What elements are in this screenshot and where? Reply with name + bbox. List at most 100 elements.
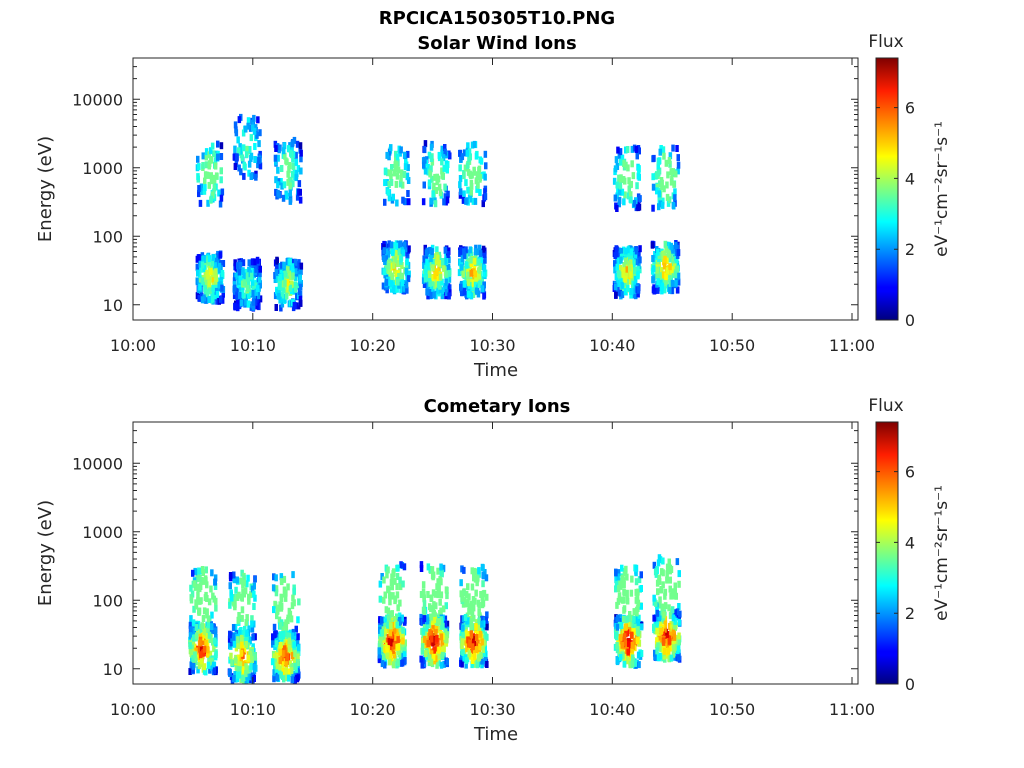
heatmap-cell bbox=[282, 261, 286, 269]
heatmap-cell bbox=[437, 183, 442, 191]
y-tick-label: 100 bbox=[92, 591, 123, 610]
heatmap-cell bbox=[399, 286, 403, 294]
heatmap-cell bbox=[659, 613, 664, 621]
heatmap-cell bbox=[619, 248, 624, 255]
heatmap-cell bbox=[662, 185, 666, 193]
heatmap-cell bbox=[244, 619, 248, 626]
heatmap-cell bbox=[484, 616, 488, 624]
heatmap-cell bbox=[291, 180, 295, 188]
heatmap-cell bbox=[402, 651, 407, 659]
heatmap-cell bbox=[192, 651, 197, 659]
heatmap-cell bbox=[279, 178, 283, 185]
heatmap-cell bbox=[482, 264, 487, 272]
heatmap-cell bbox=[399, 174, 403, 182]
heatmap-cell bbox=[295, 639, 300, 647]
heatmap-cell bbox=[427, 649, 431, 657]
heatmap-cell bbox=[478, 643, 482, 651]
heatmap-cell bbox=[483, 645, 487, 653]
heatmap-cell bbox=[614, 581, 619, 589]
heatmap-cell bbox=[219, 194, 224, 202]
heatmap-cell bbox=[421, 627, 426, 635]
heatmap-cell bbox=[232, 277, 237, 285]
heatmap-cell bbox=[282, 286, 286, 294]
heatmap-cell bbox=[294, 151, 298, 159]
heatmap-cell bbox=[238, 272, 242, 280]
heatmap-cell bbox=[247, 625, 251, 633]
heatmap-cell bbox=[440, 145, 444, 153]
heatmap-cell bbox=[189, 596, 194, 604]
heatmap-cell bbox=[428, 629, 432, 636]
heatmap-cell bbox=[619, 271, 624, 279]
heatmap-cell bbox=[663, 602, 668, 610]
heatmap-cell bbox=[668, 567, 672, 575]
heatmap-cell bbox=[274, 158, 278, 166]
heatmap-cell bbox=[210, 657, 214, 665]
heatmap-cell bbox=[202, 631, 206, 639]
heatmap-cell bbox=[619, 622, 624, 629]
heatmap-cell bbox=[295, 140, 300, 148]
heatmap-cell bbox=[391, 256, 395, 264]
heatmap-cell bbox=[428, 271, 432, 278]
heatmap-cell bbox=[441, 287, 445, 295]
heatmap-cell bbox=[442, 264, 446, 272]
y-tick-label: 10 bbox=[103, 296, 123, 315]
heatmap-cell bbox=[204, 576, 208, 584]
heatmap-cell bbox=[633, 275, 638, 283]
heatmap-cell bbox=[668, 281, 673, 288]
heatmap-cell bbox=[429, 155, 434, 162]
x-tick-label: 10:20 bbox=[350, 336, 396, 355]
colorbar-tick-label: 2 bbox=[905, 240, 915, 259]
heatmap-cell bbox=[295, 675, 300, 683]
heatmap-cell bbox=[287, 607, 292, 615]
heatmap-cell bbox=[443, 624, 447, 632]
heatmap-cell bbox=[394, 250, 399, 257]
heatmap-cell bbox=[252, 664, 257, 671]
heatmap-cell bbox=[386, 615, 391, 623]
heatmap-cell bbox=[655, 171, 659, 179]
heatmap-cell bbox=[275, 662, 280, 670]
heatmap-cell bbox=[400, 279, 404, 287]
heatmap-cell bbox=[274, 666, 279, 674]
heatmap-cell bbox=[628, 277, 632, 285]
heatmap-cell bbox=[286, 266, 290, 274]
heatmap-cell bbox=[245, 580, 249, 588]
heatmap-cell bbox=[201, 255, 205, 263]
heatmap-cell bbox=[658, 180, 662, 188]
heatmap-cell bbox=[242, 172, 246, 180]
heatmap-cell bbox=[617, 252, 621, 260]
heatmap-cell bbox=[465, 612, 470, 620]
heatmap-cell bbox=[637, 250, 641, 258]
heatmap-cell bbox=[400, 262, 404, 269]
heatmap-cell bbox=[475, 619, 479, 627]
heatmap-cell bbox=[256, 161, 260, 169]
heatmap-cell bbox=[270, 658, 275, 666]
heatmap-cell bbox=[443, 193, 448, 201]
heatmap-cell bbox=[667, 558, 671, 566]
heatmap-cell bbox=[624, 146, 628, 154]
heatmap-cell bbox=[636, 290, 640, 298]
heatmap-cell bbox=[204, 161, 209, 169]
heatmap-cell bbox=[467, 290, 471, 298]
heatmap-cell bbox=[659, 627, 663, 635]
heatmap-cell bbox=[422, 146, 427, 154]
heatmap-cell bbox=[237, 612, 241, 619]
heatmap-cell bbox=[483, 256, 487, 264]
heatmap-cell bbox=[378, 580, 383, 588]
heatmap-cell bbox=[673, 194, 677, 202]
heatmap-cell bbox=[661, 628, 666, 636]
heatmap-cell bbox=[663, 255, 667, 263]
heatmap-cell bbox=[189, 584, 193, 592]
heatmap-cell bbox=[637, 661, 641, 669]
x-tick-label: 10:00 bbox=[110, 336, 156, 355]
heatmap-cell bbox=[288, 660, 292, 668]
heatmap-cell bbox=[280, 654, 284, 662]
heatmap-cell bbox=[235, 576, 239, 584]
heatmap-cell bbox=[480, 593, 484, 601]
heatmap-cell bbox=[483, 635, 487, 643]
heatmap-cell bbox=[436, 275, 440, 283]
heatmap-cell bbox=[655, 609, 660, 617]
heatmap-cell bbox=[668, 263, 672, 271]
heatmap-cell bbox=[401, 647, 405, 655]
heatmap-cell bbox=[281, 626, 285, 634]
heatmap-cell bbox=[280, 272, 285, 280]
